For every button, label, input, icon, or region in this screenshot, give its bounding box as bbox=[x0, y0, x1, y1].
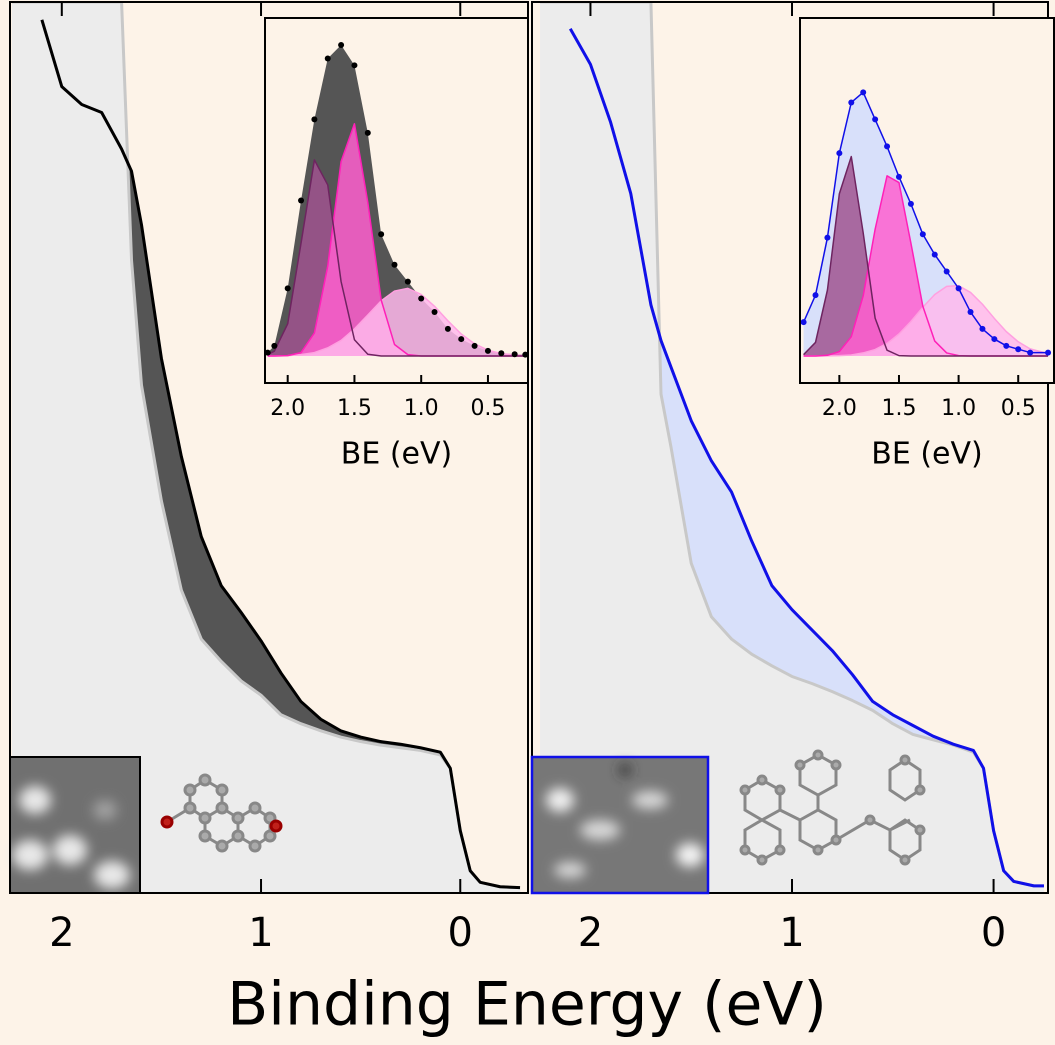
panel bbox=[800, 18, 1054, 383]
data-point bbox=[512, 351, 518, 357]
data-point bbox=[445, 326, 451, 332]
data-point bbox=[365, 130, 371, 136]
x-tick-label: 0 bbox=[981, 910, 1006, 956]
x-tick-label: 0.5 bbox=[470, 396, 505, 421]
data-point bbox=[968, 309, 974, 315]
data-point bbox=[908, 201, 914, 207]
x-tick-label: 0.5 bbox=[1001, 396, 1036, 421]
figure: Binding Energy (eV) 2 1 0 2.0 1.5 1.0 0.5 BE (e… bbox=[0, 0, 1055, 1045]
data-point bbox=[325, 56, 331, 62]
data-point bbox=[1027, 350, 1033, 356]
data-point bbox=[872, 116, 878, 122]
data-point bbox=[956, 285, 962, 291]
data-point bbox=[920, 231, 926, 237]
data-point bbox=[285, 285, 291, 291]
data-point bbox=[378, 231, 384, 237]
data-point bbox=[979, 326, 985, 332]
data-point bbox=[824, 235, 830, 241]
data-point bbox=[338, 42, 344, 48]
data-point bbox=[813, 292, 819, 298]
inset-x-label: BE (eV) bbox=[341, 437, 452, 472]
data-point bbox=[351, 62, 357, 68]
x-tick-label: 1 bbox=[779, 910, 804, 956]
data-point bbox=[1003, 343, 1009, 349]
data-point bbox=[836, 150, 842, 156]
x-tick-label: 2 bbox=[49, 910, 74, 956]
data-point bbox=[472, 343, 478, 349]
data-point bbox=[848, 99, 854, 105]
x-tick-label: 2.0 bbox=[822, 396, 857, 421]
data-point bbox=[498, 350, 504, 356]
x-tick-label: 0 bbox=[448, 910, 473, 956]
data-point bbox=[896, 174, 902, 180]
x-axis-label: Binding Energy (eV) bbox=[227, 970, 827, 1040]
inset-x-label: BE (eV) bbox=[871, 437, 982, 472]
data-point bbox=[271, 343, 277, 349]
x-tick-label: 2 bbox=[578, 910, 603, 956]
x-tick-label: 1.0 bbox=[941, 396, 976, 421]
data-point bbox=[432, 309, 438, 315]
data-point bbox=[298, 198, 304, 204]
data-point bbox=[311, 116, 317, 122]
stm-image bbox=[10, 757, 140, 893]
data-point bbox=[405, 279, 411, 285]
data-point bbox=[1045, 350, 1051, 356]
x-tick-label: 2.0 bbox=[270, 396, 305, 421]
data-point bbox=[932, 252, 938, 258]
x-tick-label: 1.5 bbox=[337, 396, 372, 421]
data-point bbox=[458, 336, 464, 342]
stm-image bbox=[532, 757, 708, 893]
x-tick-label: 1.0 bbox=[404, 396, 439, 421]
data-point bbox=[884, 143, 890, 149]
data-point bbox=[418, 296, 424, 302]
data-point bbox=[944, 268, 950, 274]
data-point bbox=[860, 89, 866, 95]
data-point bbox=[991, 336, 997, 342]
data-point bbox=[1015, 346, 1021, 352]
panel bbox=[265, 18, 529, 383]
data-point bbox=[391, 262, 397, 268]
data-point bbox=[485, 348, 491, 354]
x-tick-label: 1 bbox=[248, 910, 273, 956]
data-point bbox=[801, 319, 807, 325]
x-tick-label: 1.5 bbox=[881, 396, 916, 421]
